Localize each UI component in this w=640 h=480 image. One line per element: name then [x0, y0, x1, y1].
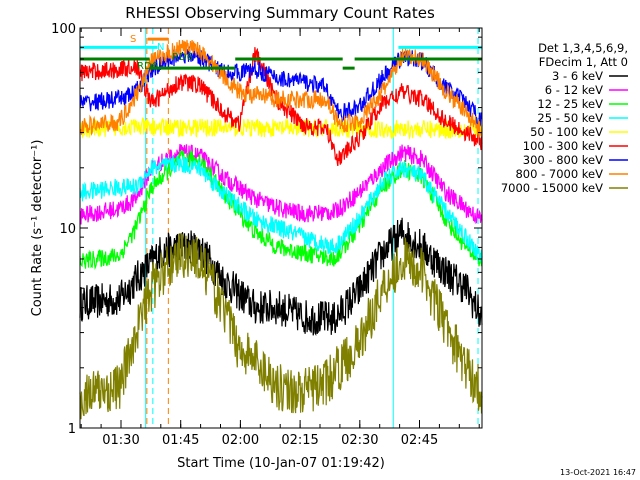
legend-label-5: 100 - 300 keV [523, 139, 603, 153]
legend-label-1: 6 - 12 keV [545, 83, 603, 97]
legend-label-4: 50 - 100 keV [530, 125, 603, 139]
series-line-3-6-kev [79, 217, 483, 336]
series-line-7000-15000-kev [79, 233, 483, 420]
legend-label-6: 300 - 800 keV [523, 153, 603, 167]
x-tick-label-2: 02:00 [222, 433, 259, 448]
y-tick-label-2: 100 [51, 22, 76, 37]
legend-label-2: 12 - 25 keV [537, 97, 603, 111]
legend-label-7: 800 - 7000 keV [515, 167, 603, 181]
legend-label-3: 25 - 50 keV [537, 111, 603, 125]
series-line-800-7000-kev [79, 39, 483, 138]
legend-label-8: 7000 - 15000 keV [501, 181, 603, 195]
footer-timestamp: 13-Oct-2021 16:47 [560, 468, 636, 477]
x-tick-label-3: 02:15 [281, 433, 318, 448]
x-tick-label-4: 02:30 [341, 433, 378, 448]
series-line-25-50-kev [79, 155, 483, 264]
x-tick-label-0: 01:30 [102, 433, 139, 448]
series-line-6-12-kev [79, 144, 483, 225]
x-tick-label-1: 01:45 [162, 433, 199, 448]
series-line-50-100-kev [79, 117, 483, 141]
y-axis-label: Count Rate (s⁻¹ detector⁻¹) [30, 140, 45, 317]
series-line-100-300-kev [79, 47, 483, 166]
legend-label-0: 3 - 6 keV [552, 69, 603, 83]
x-tick-label-5: 02:45 [401, 433, 438, 448]
level-label-s: S [130, 34, 136, 45]
y-tick-label-1: 10 [59, 222, 76, 237]
legend-header-1: FDecim 1, Att 0 [539, 55, 628, 69]
y-tick-label-0: 1 [68, 422, 76, 437]
plot-area: RD6 RD6 S N 1 10 100 01:30 01:45 02:00 02:15 02:30 0… [51, 22, 483, 448]
legend-header-0: Det 1,3,4,5,6,9, [538, 41, 628, 55]
level-label-n: N [157, 42, 164, 53]
level-label-rd6-left: RD6 [137, 61, 158, 72]
legend: Det 1,3,4,5,6,9,FDecim 1, Att 03 - 6 keV… [501, 41, 628, 195]
x-axis-label: Start Time (10-Jan-07 01:19:42) [177, 456, 385, 471]
chart-title: RHESSI Observing Summary Count Rates [125, 4, 435, 22]
level-label-rd6-right: RD6 [172, 52, 193, 63]
